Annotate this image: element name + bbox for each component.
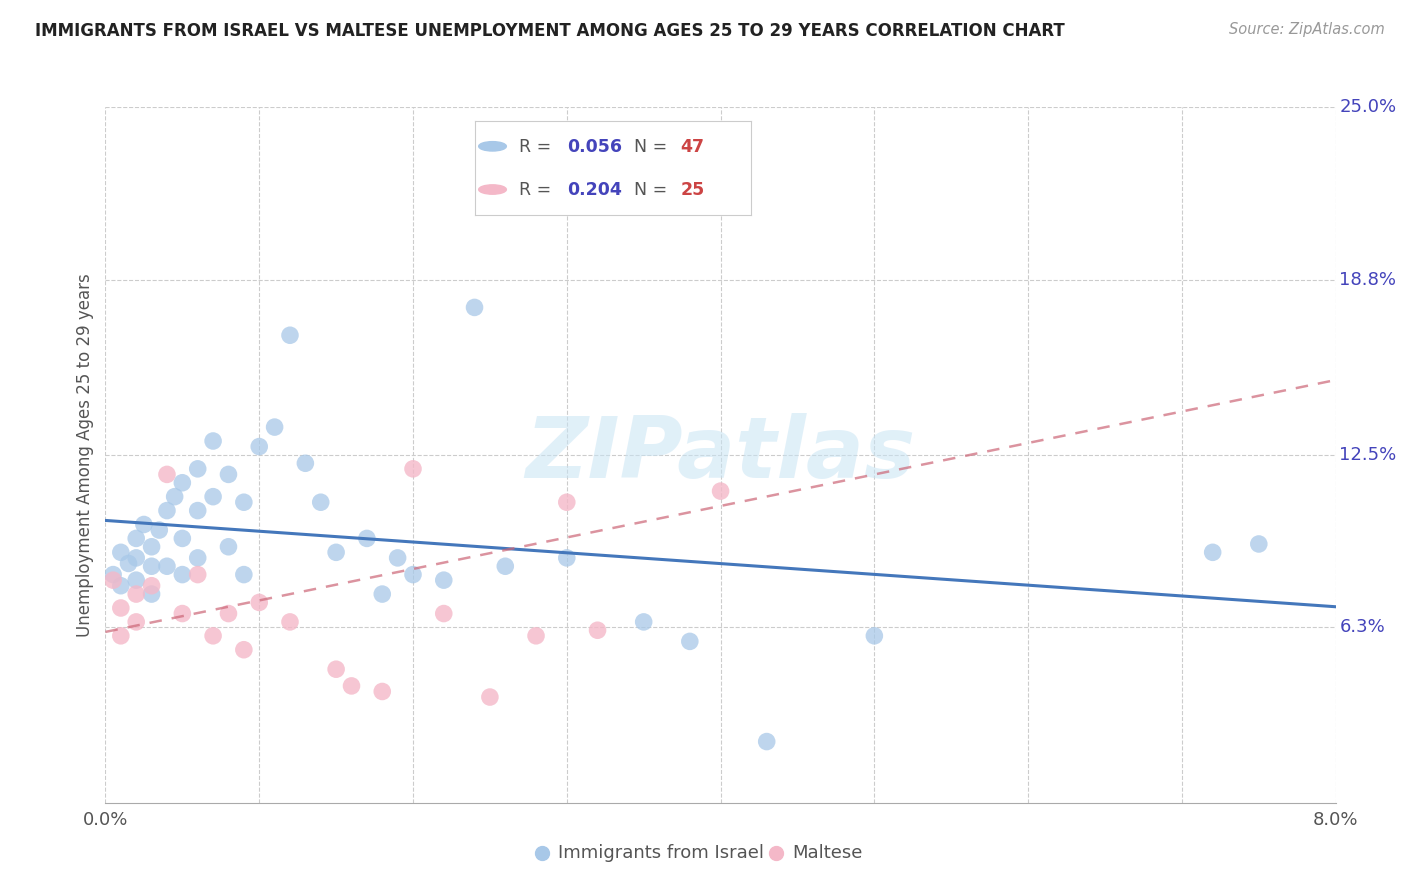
Text: Immigrants from Israel: Immigrants from Israel [558,844,765,862]
Point [1201,545,1223,559]
Point [494,559,516,574]
Point [141,579,163,593]
Text: 18.8%: 18.8% [1340,270,1396,289]
Point [117,557,139,571]
Point [555,550,578,565]
Point [1247,537,1270,551]
Point [148,523,170,537]
Point [402,567,425,582]
Point [247,440,270,454]
Point [309,495,332,509]
Point [141,587,163,601]
Point [218,607,240,621]
Point [172,532,194,546]
Point [402,462,425,476]
Point [110,629,132,643]
Point [232,642,254,657]
Point [325,662,347,676]
Point [218,540,240,554]
Point [101,573,124,587]
Point [125,587,148,601]
Point [387,550,409,565]
Point [263,420,285,434]
Point [125,532,148,546]
Point [371,684,394,698]
Point [247,595,270,609]
Point [125,615,148,629]
Point [648,184,671,198]
Point [478,690,501,704]
Point [710,484,733,499]
Point [125,573,148,587]
Point [371,587,394,601]
Point [202,629,225,643]
Point [586,624,609,638]
Point [156,503,179,517]
Point [163,490,186,504]
Point [187,550,209,565]
Point [187,503,209,517]
Point [433,607,456,621]
Text: Maltese: Maltese [792,844,862,862]
Point [755,734,778,748]
Point [278,328,301,343]
Point [633,615,655,629]
Text: 12.5%: 12.5% [1340,446,1396,464]
Point [110,601,132,615]
Point [110,545,132,559]
Point [294,456,316,470]
Text: ZIPatlas: ZIPatlas [526,413,915,497]
Point [356,532,378,546]
Point [156,559,179,574]
Point [555,495,578,509]
Point [110,579,132,593]
Point [187,462,209,476]
Point [325,545,347,559]
Point [278,615,301,629]
Point [464,301,486,315]
Point [679,634,702,648]
Point [172,567,194,582]
Point [202,490,225,504]
Point [141,540,163,554]
Y-axis label: Unemployment Among Ages 25 to 29 years: Unemployment Among Ages 25 to 29 years [76,273,94,637]
Point [340,679,363,693]
Text: 25.0%: 25.0% [1340,98,1396,116]
Point [172,475,194,490]
Point [141,559,163,574]
Point [202,434,225,448]
Point [172,607,194,621]
Point [232,567,254,582]
Text: 6.3%: 6.3% [1340,618,1385,637]
Point [132,517,155,532]
Point [125,550,148,565]
Point [863,629,886,643]
Point [156,467,179,482]
Text: IMMIGRANTS FROM ISRAEL VS MALTESE UNEMPLOYMENT AMONG AGES 25 TO 29 YEARS CORRELA: IMMIGRANTS FROM ISRAEL VS MALTESE UNEMPL… [35,22,1064,40]
Point [433,573,456,587]
Point [187,567,209,582]
Point [218,467,240,482]
Point [232,495,254,509]
Text: Source: ZipAtlas.com: Source: ZipAtlas.com [1229,22,1385,37]
Point [101,567,124,582]
Point [524,629,547,643]
